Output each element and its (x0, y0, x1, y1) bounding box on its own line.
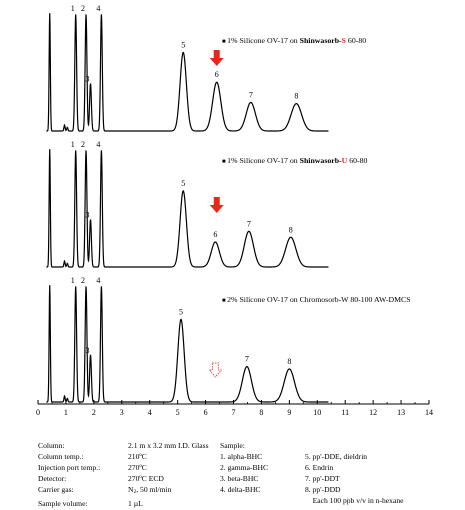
peak-label: 7 (245, 355, 249, 364)
panel-legend: ■ 1% Silicone OV-17 on Shinwasorb-U 60-8… (222, 156, 368, 165)
legend-packing: Shinwasorb- (300, 156, 342, 165)
x-tick-label: 7 (232, 408, 236, 417)
x-tick-label: 3 (120, 408, 124, 417)
legend-marker: ■ (222, 159, 227, 165)
x-tick-label: 0 (36, 408, 40, 417)
condition-label: Injection port temp.: (38, 463, 101, 472)
sample-list-1: Sample: 1. alpha-BHC 2. gamma-BHC 3. bet… (220, 440, 268, 495)
peak-label: 2 (81, 140, 85, 149)
peak-label: 4 (96, 4, 100, 13)
condition-injection-temp: Injection port temp.: 270ºC (38, 462, 209, 473)
peak-label: 1 (71, 140, 75, 149)
chromatogram-panel-3: 1 2 3 4 5 7 8 ■ 2% Silicone OV-17 on Chromosorb… (46, 276, 411, 403)
condition-value: 2.1 m x 3.2 mm I.D. Glass (128, 441, 209, 450)
sample-item: 8. pp'-DDD (305, 485, 341, 494)
sample-item: 2. gamma-BHC (220, 463, 269, 472)
sample-item: 7. pp'-DDT (305, 474, 340, 483)
sample-item: 3. beta-BHC (220, 474, 259, 483)
condition-sample-volume: Sample volume: 1 µL (38, 498, 209, 509)
peak-label: 5 (181, 179, 185, 188)
x-tick-label: 14 (425, 408, 433, 417)
peak-label: 2 (81, 4, 85, 13)
peak-label: 8 (289, 225, 293, 234)
panel-legend: ■ 2% Silicone OV-17 on Chromosorb-W 80-1… (222, 295, 411, 304)
peak-label: 7 (247, 219, 251, 228)
condition-value: 270ºC (128, 463, 147, 472)
legend-prefix: 1% Silicone OV-17 on (227, 156, 299, 165)
peak-label: 2 (81, 276, 85, 285)
condition-carrier-gas: Carrier gas: N2, 50 ml/min (38, 484, 209, 498)
x-tick-label: 5 (176, 408, 180, 417)
panel-legend: ■ 1% Silicone OV-17 on Shinwasorb-S 60-8… (222, 36, 366, 45)
legend-prefix: 1% Silicone OV-17 on (227, 36, 299, 45)
peak-label: 6 (213, 230, 217, 239)
x-tick-label: 1 (64, 408, 68, 417)
peak-label: 5 (181, 40, 185, 49)
sample-list-2: 5. pp'-DDE, dieldrin 6. Endrin 7. pp'-DD… (305, 451, 403, 506)
x-tick-label: 12 (369, 408, 377, 417)
peak-label: 1 (71, 276, 75, 285)
legend-suffix: 60-80 (346, 36, 366, 45)
peak-label: 3 (86, 210, 90, 219)
sample-item: 5. pp'-DDE, dieldrin (305, 452, 368, 461)
chromatogram-panel-1: 1 2 3 4 5 6 7 8 ■ 1% Silicone OV-17 on Shinwasor… (46, 4, 366, 132)
condition-label: Detector: (38, 474, 67, 483)
sample-title: Sample: (220, 441, 245, 450)
chromatogram-trace (46, 13, 329, 132)
red-arrow-icon (209, 197, 224, 213)
x-tick-label: 9 (287, 408, 291, 417)
condition-detector: Detector: 270ºC ECD (38, 473, 209, 484)
condition-value: , 50 ml/min (136, 485, 172, 494)
red-arrow-icon (209, 50, 224, 66)
peak-label: 4 (96, 140, 100, 149)
sample-item: 4. delta-BHC (220, 485, 261, 494)
sample-item: 1. alpha-BHC (220, 452, 263, 461)
legend-accent: S (342, 36, 346, 45)
condition-label: Sample volume: (38, 499, 88, 508)
chromatogram-panel-2: 1 2 3 4 5 6 7 8 ■ 1% Silicone OV-17 on Shinwasor… (46, 140, 368, 268)
x-tick-label: 8 (259, 408, 263, 417)
legend-packing: Shinwasorb- (300, 36, 342, 45)
condition-label: Carrier gas: (38, 485, 74, 494)
x-axis: 0 1 2 3 4 5 6 7 8 9 10 11 12 13 14 (36, 400, 433, 417)
dashed-arrow-icon (208, 362, 223, 378)
peak-label: 5 (179, 307, 183, 316)
peak-label: 6 (215, 70, 219, 79)
x-tick-label: 11 (341, 408, 349, 417)
x-tick-label: 2 (92, 408, 96, 417)
peak-label: 8 (287, 357, 291, 366)
legend-marker: ■ (222, 298, 227, 304)
x-tick-label: 4 (148, 408, 152, 417)
x-tick-label: 6 (204, 408, 208, 417)
condition-value: 270ºC ECD (128, 474, 164, 483)
condition-column-temp: Column temp.: 210ºC (38, 451, 209, 462)
peak-label: 7 (249, 90, 253, 99)
condition-label: Column: (38, 441, 65, 450)
sample-item: 6. Endrin (305, 463, 334, 472)
sample-note: Each 100 ppb v/v in n-hexane (305, 496, 404, 505)
condition-label: Column temp.: (38, 452, 84, 461)
x-tick-label: 10 (313, 408, 321, 417)
peak-label: 1 (71, 4, 75, 13)
x-tick-label: 13 (397, 408, 405, 417)
peak-label: 3 (86, 74, 90, 83)
condition-value: 210ºC (128, 452, 147, 461)
legend-prefix: 2% Silicone OV-17 on Chromosorb-W 80-100… (227, 295, 410, 304)
peak-label: 8 (294, 92, 298, 101)
peak-label: 4 (96, 276, 100, 285)
analysis-conditions: Column: 2.1 m x 3.2 mm I.D. Glass Column … (38, 440, 209, 509)
peak-label: 3 (86, 346, 90, 355)
chromatogram-trace (46, 149, 329, 268)
condition-column: Column: 2.1 m x 3.2 mm I.D. Glass (38, 440, 209, 451)
legend-suffix: 60-80 (347, 156, 367, 165)
legend-marker: ■ (222, 39, 227, 45)
condition-value: 1 µL (128, 499, 143, 508)
legend-accent: U (342, 156, 348, 165)
condition-value-subscript: 2 (133, 489, 137, 495)
condition-value: N (128, 485, 134, 494)
